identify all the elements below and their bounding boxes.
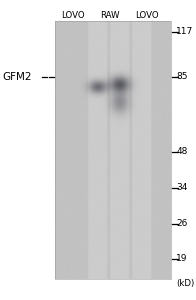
- Text: 85: 85: [176, 72, 188, 81]
- Text: (kD): (kD): [176, 279, 195, 288]
- Text: 19: 19: [176, 254, 188, 263]
- Text: RAW: RAW: [100, 11, 120, 20]
- Text: LOVO: LOVO: [135, 11, 159, 20]
- Text: 34: 34: [176, 183, 188, 192]
- Text: 48: 48: [176, 147, 188, 156]
- Text: 26: 26: [176, 219, 188, 228]
- Text: GFM2: GFM2: [2, 71, 32, 82]
- Text: LOVO: LOVO: [61, 11, 84, 20]
- Text: 117: 117: [176, 27, 194, 36]
